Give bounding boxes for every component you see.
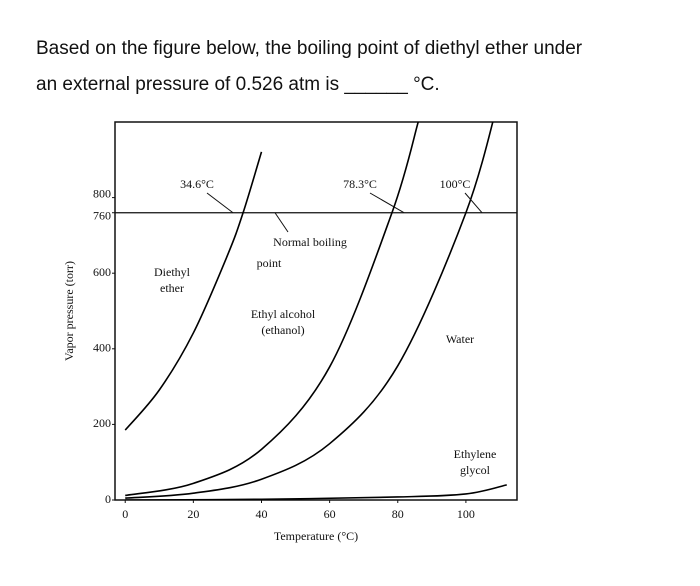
curve [125,122,494,499]
annotation: point [257,256,282,270]
leader-line [206,192,234,214]
question-line: an external pressure of 0.526 atm is ___… [36,74,440,95]
y-tick-label: 600 [93,265,111,279]
curve [124,151,263,431]
x-tick-label: 80 [392,507,404,521]
annotation: 100°C [440,177,471,191]
annotation: Normal boiling [273,235,347,249]
annotation: 34.6°C [180,177,214,191]
annotation: 78.3°C [343,177,377,191]
y-tick-label: 800 [93,186,111,200]
x-tick-label: 100 [457,507,475,521]
x-tick-label: 40 [255,507,267,521]
curves [124,122,507,500]
leader-line [274,212,289,233]
leader-line [369,192,405,214]
question-line: Based on the figure below, the boiling p… [36,38,583,59]
plot-frame [114,121,518,501]
y-tick-label: 760 [93,208,111,222]
y-axis-label: Vapor pressure (torr) [62,261,76,361]
curve [125,122,419,497]
x-axis-label: Temperature (°C) [274,529,358,543]
leader-line [464,192,483,214]
x-tick-label: 0 [122,507,128,521]
x-tick-label: 20 [187,507,199,521]
series-label: Water [446,332,474,346]
curve [125,484,507,500]
series-label: Ethylene glycol [454,447,497,477]
y-tick-label: 400 [93,341,111,355]
series-label: Diethyl ether [154,265,191,295]
series-label: Ethyl alcohol (ethanol) [251,307,316,337]
y-tick-label: 0 [105,492,111,506]
y-tick-label: 200 [93,416,111,430]
x-tick-label: 60 [324,507,336,521]
